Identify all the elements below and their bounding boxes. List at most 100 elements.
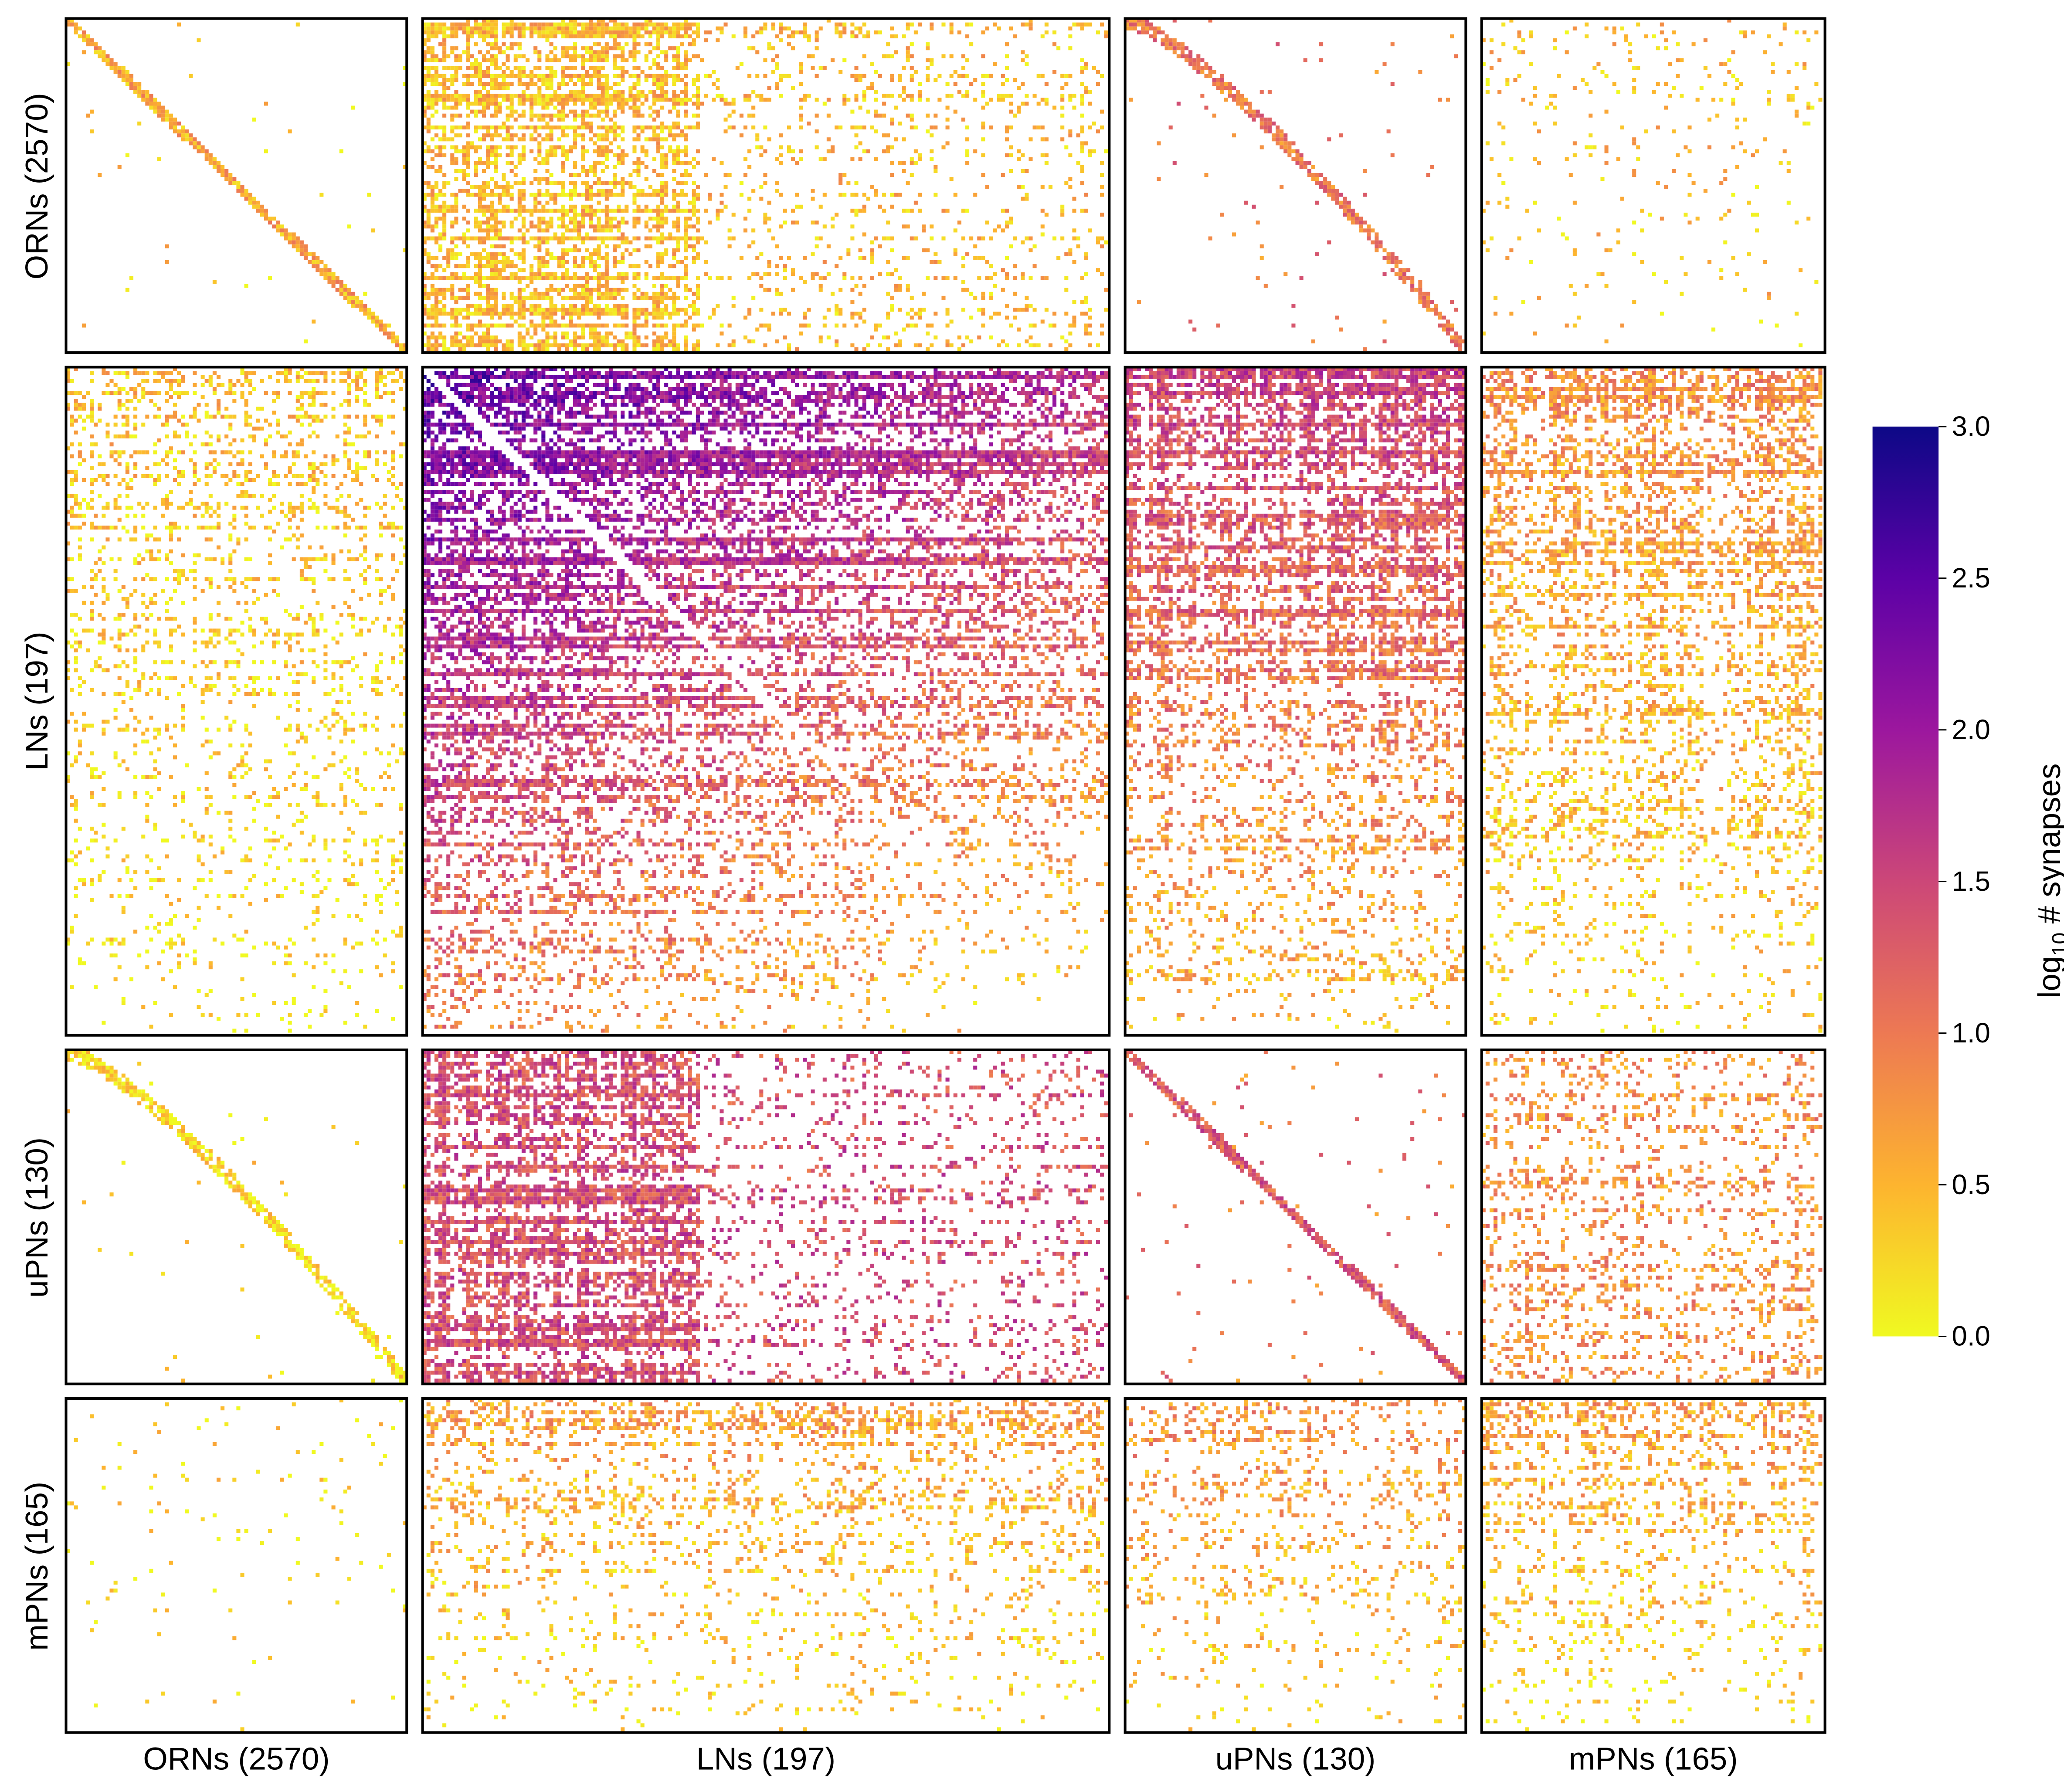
heatmap-cell xyxy=(1782,149,1787,153)
heatmap-cell xyxy=(625,248,629,252)
heatmap-cell xyxy=(573,264,577,268)
heatmap-cell xyxy=(482,133,486,138)
heatmap-cell xyxy=(561,169,565,173)
heatmap-cell xyxy=(664,284,669,288)
heatmap-cell xyxy=(561,295,565,300)
heatmap-cell xyxy=(589,129,593,134)
heatmap-cell xyxy=(561,109,565,114)
heatmap-cell xyxy=(577,212,581,217)
heatmap-cell xyxy=(668,30,672,34)
heatmap-cell xyxy=(625,221,629,225)
heatmap-cell xyxy=(434,98,438,102)
heatmap-cell xyxy=(656,308,661,312)
heatmap-cell xyxy=(910,54,914,58)
heatmap-cell xyxy=(125,70,129,74)
heatmap-cell xyxy=(767,200,771,205)
heatmap-cell xyxy=(597,343,601,348)
heatmap-cell xyxy=(502,98,506,102)
heatmap-cell xyxy=(640,90,645,94)
heatmap-cell xyxy=(1672,129,1676,134)
heatmap-cell xyxy=(498,153,502,157)
heatmap-cell xyxy=(545,295,550,300)
heatmap-cell xyxy=(878,244,883,248)
heatmap-cell xyxy=(533,244,538,248)
heatmap-cell xyxy=(498,268,502,272)
heatmap-cell xyxy=(177,129,181,134)
heatmap-cell xyxy=(640,129,645,134)
heatmap-cell xyxy=(977,335,981,339)
heatmap-cell xyxy=(482,105,486,110)
heatmap-cell xyxy=(1568,173,1573,177)
heatmap-cell xyxy=(565,30,569,34)
heatmap-cell xyxy=(652,129,656,134)
heatmap-cell xyxy=(656,276,661,280)
heatmap-cell xyxy=(601,109,605,114)
heatmap-cell xyxy=(1509,18,1514,23)
heatmap-cell xyxy=(521,240,526,244)
heatmap-cell xyxy=(426,125,431,130)
heatmap-cell xyxy=(545,105,550,110)
heatmap-cell xyxy=(692,125,696,130)
heatmap-cell xyxy=(608,30,613,34)
heatmap-cell xyxy=(1029,323,1033,328)
heatmap-cell xyxy=(66,18,70,23)
heatmap-cell xyxy=(371,316,375,320)
heatmap-cell xyxy=(612,165,617,169)
heatmap-cell xyxy=(1013,276,1017,280)
heatmap-cell xyxy=(1168,38,1173,43)
heatmap-cell xyxy=(751,240,756,244)
heatmap-cell xyxy=(680,173,684,177)
heatmap-cell xyxy=(331,284,336,288)
heatmap-cell xyxy=(502,137,506,142)
heatmap-cell xyxy=(731,295,736,300)
heatmap-cell xyxy=(141,90,146,94)
heatmap-cell xyxy=(85,113,90,118)
heatmap-cell xyxy=(930,224,934,229)
heatmap-cell xyxy=(193,141,197,146)
heatmap-cell xyxy=(426,30,431,34)
heatmap-cell xyxy=(874,109,878,114)
heatmap-cell xyxy=(608,228,613,233)
heatmap-cell xyxy=(506,236,510,241)
heatmap-cell xyxy=(394,339,399,343)
heatmap-cell xyxy=(565,343,569,348)
heatmap-cell xyxy=(648,264,652,268)
heatmap-cell xyxy=(1232,86,1236,90)
heatmap-cell xyxy=(589,312,593,316)
heatmap-cell xyxy=(494,165,498,169)
heatmap-cell xyxy=(688,58,692,62)
heatmap-cell xyxy=(621,22,625,27)
heatmap-cell xyxy=(1517,30,1521,34)
heatmap-cell xyxy=(612,153,617,157)
heatmap-cell xyxy=(454,217,458,221)
heatmap-cell xyxy=(604,102,609,106)
heatmap-cell xyxy=(672,312,676,316)
heatmap-cell xyxy=(264,149,268,153)
heatmap-cell xyxy=(1036,102,1041,106)
heatmap-cell xyxy=(446,312,451,316)
heatmap-cell xyxy=(902,98,906,102)
heatmap-cell xyxy=(858,312,862,316)
heatmap-cell xyxy=(1763,137,1767,142)
heatmap-cell xyxy=(656,208,661,213)
heatmap-cell xyxy=(743,316,748,320)
heatmap-cell xyxy=(1001,173,1005,177)
heatmap-cell xyxy=(537,58,542,62)
heatmap-cell xyxy=(521,295,526,300)
heatmap-cell xyxy=(830,149,835,153)
heatmap-cell xyxy=(430,98,435,102)
heatmap-cell xyxy=(545,264,550,268)
heatmap-cell xyxy=(470,276,474,280)
heatmap-cell xyxy=(430,66,435,70)
heatmap-cell xyxy=(1604,74,1609,78)
heatmap-cell xyxy=(601,22,605,27)
heatmap-cell xyxy=(537,189,542,193)
heatmap-cell xyxy=(913,236,918,241)
heatmap-cell xyxy=(490,42,494,47)
heatmap-cell xyxy=(1244,102,1248,106)
heatmap-cell xyxy=(513,312,518,316)
heatmap-cell xyxy=(129,81,134,86)
heatmap-cell xyxy=(561,98,565,102)
heatmap-cell xyxy=(787,149,791,153)
heatmap-cell xyxy=(557,125,561,130)
